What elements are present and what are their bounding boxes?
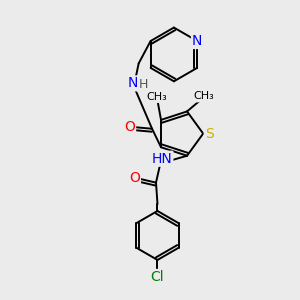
Text: O: O — [124, 120, 135, 134]
Text: N: N — [128, 76, 138, 90]
Text: H: H — [139, 78, 148, 91]
Text: N: N — [192, 34, 202, 48]
Text: O: O — [129, 171, 140, 185]
Text: Cl: Cl — [151, 270, 164, 284]
Text: CH₃: CH₃ — [146, 92, 167, 102]
Text: CH₃: CH₃ — [194, 92, 214, 101]
Text: HN: HN — [152, 152, 172, 166]
Text: S: S — [205, 127, 214, 141]
